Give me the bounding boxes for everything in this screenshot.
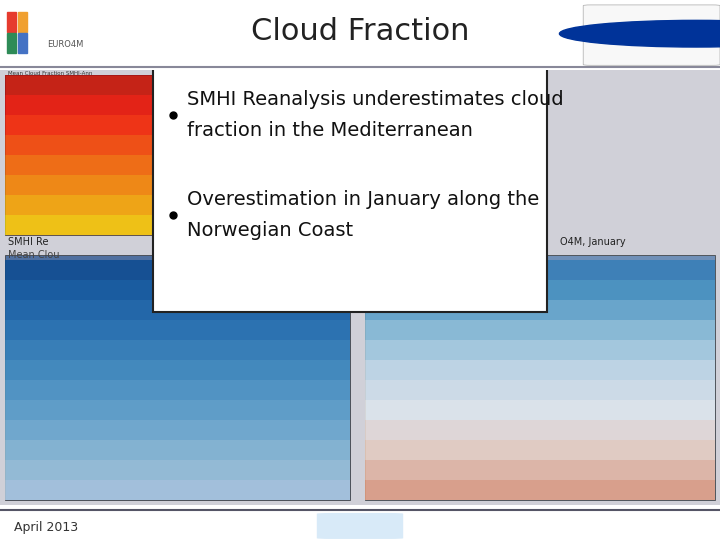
Bar (5, 360, 350, 380)
Bar (365, 460, 715, 480)
Bar (385, 155, 540, 175)
Text: O4M, January: O4M, January (560, 237, 626, 247)
Bar (385, 75, 540, 235)
Bar (5, 255, 350, 500)
Bar (5, 340, 350, 360)
Text: Wetter und Klima aus einer Hand: Wetter und Klima aus einer Hand (603, 32, 685, 38)
Text: DWD: DWD (688, 28, 704, 33)
Bar (365, 360, 715, 380)
Bar (5, 75, 160, 95)
Bar (5, 260, 350, 280)
Bar (5, 280, 350, 300)
Bar (7, 12, 16, 31)
Text: Mean Difference Cloud Fraction SMHI-EURO4M-Ann: Mean Difference Cloud Fraction SMHI-EURO… (388, 71, 528, 76)
Bar (365, 440, 715, 460)
Bar (5, 460, 350, 480)
Bar (365, 380, 715, 400)
Text: EURO4M: EURO4M (47, 40, 84, 49)
Bar (385, 75, 540, 95)
Bar (5, 135, 160, 155)
Bar (7, 33, 16, 52)
Bar (385, 175, 540, 195)
Bar (385, 215, 540, 235)
Bar (5, 195, 160, 215)
Bar (385, 135, 540, 155)
FancyBboxPatch shape (583, 5, 720, 65)
Bar (365, 320, 715, 340)
Bar (365, 480, 715, 500)
Bar (5, 420, 350, 440)
Bar (365, 400, 715, 420)
Bar (385, 115, 540, 135)
Text: Deutscher Wetterdienst: Deutscher Wetterdienst (603, 17, 688, 22)
Bar (18, 12, 27, 31)
Text: Cloud Fraction: Cloud Fraction (251, 17, 469, 46)
Bar (365, 420, 715, 440)
Text: Mean Cloud Fraction SMHI-Ann: Mean Cloud Fraction SMHI-Ann (8, 71, 92, 76)
FancyBboxPatch shape (317, 513, 403, 539)
Bar (365, 260, 715, 280)
Text: 6: 6 (356, 519, 364, 532)
Text: Mean Clou: Mean Clou (8, 250, 60, 260)
Text: SMHI Re: SMHI Re (8, 237, 48, 247)
Bar (5, 215, 160, 235)
Bar (365, 300, 715, 320)
FancyBboxPatch shape (153, 68, 547, 312)
Bar (5, 400, 350, 420)
Text: Overestimation in January along the
Norwegian Coast: Overestimation in January along the Norw… (187, 190, 539, 240)
Bar (385, 95, 540, 115)
Bar (5, 480, 350, 500)
Bar (365, 340, 715, 360)
Circle shape (559, 21, 720, 47)
Bar (5, 175, 160, 195)
Bar (385, 195, 540, 215)
Text: SMHI Reanalysis underestimates cloud
fraction in the Mediterranean: SMHI Reanalysis underestimates cloud fra… (187, 90, 564, 140)
Bar (18, 33, 27, 52)
Bar (5, 440, 350, 460)
Bar (5, 380, 350, 400)
Bar (5, 320, 350, 340)
Bar (5, 155, 160, 175)
Bar (5, 75, 160, 235)
Text: April 2013: April 2013 (14, 521, 78, 534)
Bar (365, 255, 715, 500)
Bar (5, 300, 350, 320)
Bar (5, 95, 160, 115)
Bar (365, 280, 715, 300)
Bar (5, 115, 160, 135)
